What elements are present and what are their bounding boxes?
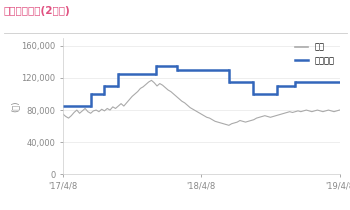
Legend: 주가, 목표주가: 주가, 목표주가 xyxy=(292,39,338,68)
Y-axis label: (원): (원) xyxy=(11,100,20,112)
Text: 목표주가추이(2개년): 목표주가추이(2개년) xyxy=(4,6,70,16)
